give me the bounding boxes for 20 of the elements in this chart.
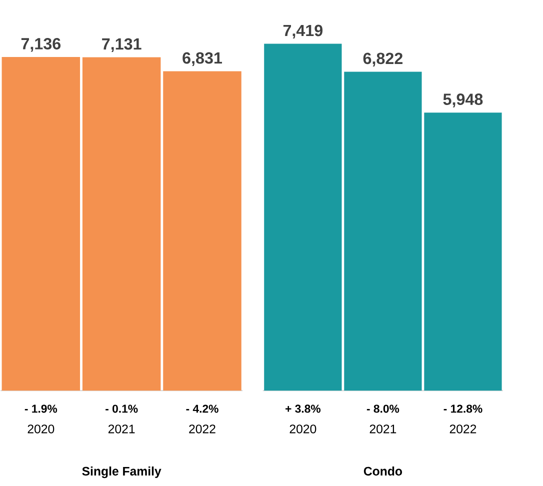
- x-tick-label: 2020: [290, 424, 316, 434]
- x-tick-label: 2022: [450, 424, 476, 434]
- x-tick-label: 2020: [28, 424, 54, 434]
- text: + 3.8%: [286, 404, 320, 413]
- x-axis-title: Single Family: [82, 466, 162, 478]
- data-label: 7,136: [21, 38, 61, 52]
- text: - 12.8%: [444, 404, 482, 413]
- data-label: 5,948: [443, 94, 483, 108]
- data-label: 7,131: [102, 38, 142, 52]
- text: - 4.2%: [186, 404, 218, 413]
- text: - 1.9%: [24, 404, 58, 413]
- text: - 0.1%: [106, 404, 138, 413]
- x-tick-label: 2021: [108, 424, 135, 434]
- data-label: 7,419: [283, 24, 323, 39]
- x-tick-label: 2022: [189, 424, 216, 434]
- data-label: 6,822: [363, 52, 402, 67]
- x-tick-label: 2021: [370, 424, 396, 434]
- x-axis-title: Condo: [364, 466, 402, 476]
- data-label: 6,831: [182, 52, 222, 66]
- text: - 8.0%: [366, 404, 400, 413]
